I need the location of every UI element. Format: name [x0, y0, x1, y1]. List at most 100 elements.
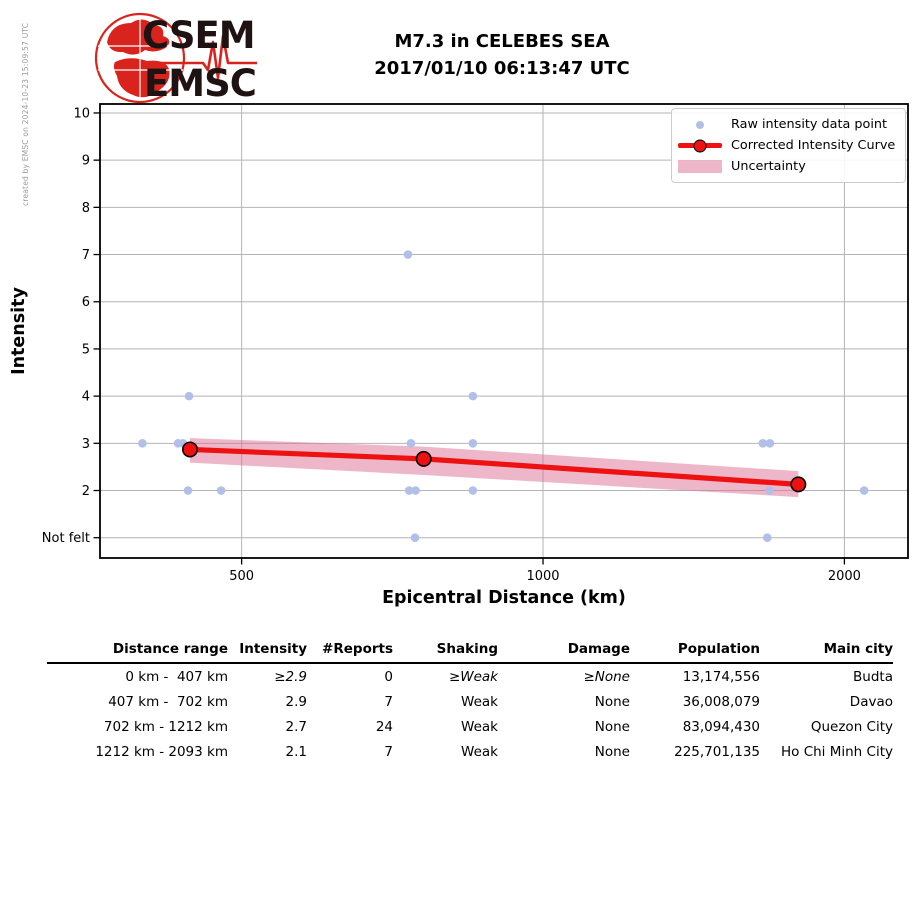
table-cell: None	[594, 719, 630, 735]
table-row: 407 km - 702 km 2.9 7 Weak None 36,008,079 Dav…	[47, 689, 893, 714]
raw-point	[468, 486, 478, 495]
raw-point	[410, 533, 420, 543]
raw-points-layer	[138, 250, 869, 543]
axis-tick-labels: 10 9 8 7 6 5 4 3 2 Not felt 500 1000 2000	[42, 106, 861, 584]
raw-point	[403, 250, 413, 259]
legend-item-corrected-curve: Corrected Intensity Curve	[678, 135, 899, 156]
emsc-logo: CSEM EMSC	[85, 10, 265, 105]
uncertainty-band	[189, 438, 799, 498]
y-tick-label: 3	[82, 437, 90, 452]
legend-label: Corrected Intensity Curve	[731, 138, 896, 153]
emsc-logo-graphic: CSEM EMSC	[94, 12, 257, 105]
logo-text-emsc: EMSC	[144, 62, 256, 105]
x-tick-label: 1000	[526, 569, 559, 584]
table-header-cell: Shaking	[393, 638, 498, 664]
table-header: Distance range Intensity #Reports Shaking Da…	[47, 638, 893, 664]
raw-point	[406, 439, 416, 448]
chart-subtitle: 2017/01/10 06:13:47 UTC	[374, 58, 630, 79]
y-tick-label: 5	[82, 342, 90, 357]
table-cell: 407 km - 702 km	[108, 694, 228, 710]
curve-marker	[181, 441, 198, 458]
legend-item-uncertainty: Uncertainty	[678, 156, 899, 177]
table-cell: Budta	[853, 669, 893, 685]
legend-item-raw-points: Raw intensity data point	[678, 114, 899, 135]
table-cell: Ho Chi Minh City	[781, 744, 893, 760]
table-cell: Weak	[461, 744, 498, 760]
y-tick-label: 8	[82, 201, 90, 216]
table-cell: None	[594, 694, 630, 710]
logo-text-csem: CSEM	[142, 14, 255, 57]
table-cell: 7	[384, 694, 393, 710]
table-cell: 0	[384, 669, 393, 685]
table-cell: Weak	[461, 694, 498, 710]
chart-title-block: M7.3 in CELEBES SEA 2017/01/10 06:13:47 …	[96, 28, 908, 82]
table-cell: 2.9	[285, 694, 307, 710]
x-tick-label: 2000	[828, 569, 861, 584]
y-tick-label: 4	[82, 390, 90, 405]
table-cell: 702 km - 1212 km	[103, 719, 228, 735]
table-cell: 83,094,430	[682, 719, 760, 735]
curve-marker	[790, 476, 807, 493]
table-cell: ≥None	[583, 669, 630, 685]
table-row: 1212 km - 2093 km 2.1 7 Weak None 225,701,135…	[47, 739, 893, 764]
table-cell: Quezon City	[810, 719, 893, 735]
legend-label: Uncertainty	[731, 159, 806, 174]
table-row: 0 km - 407 km ≥2.9 0 ≥Weak ≥None 13,174,556 Bu…	[47, 663, 893, 689]
raw-point	[765, 439, 775, 448]
intensity-summary-table: Distance range Intensity #Reports Shaking Da…	[47, 638, 893, 764]
legend-label: Raw intensity data point	[731, 117, 888, 132]
raw-point	[468, 391, 478, 401]
table-cell: 7	[384, 744, 393, 760]
curve-line-icon	[678, 139, 722, 152]
plot-frame	[99, 103, 909, 559]
table-cell: None	[594, 744, 630, 760]
table-cell: 1212 km - 2093 km	[95, 744, 228, 760]
raw-point	[765, 486, 774, 495]
y-axis-label: Intensity	[9, 286, 29, 374]
y-tick-label: 2	[82, 484, 90, 499]
raw-point	[859, 486, 869, 495]
raw-point	[758, 439, 768, 448]
plot-grid	[100, 104, 908, 558]
axis-ticks	[93, 112, 846, 565]
chart-title: M7.3 in CELEBES SEA	[394, 31, 610, 52]
chart-legend: Raw intensity data point Corrected Inten…	[671, 108, 906, 183]
y-tick-label: 9	[82, 154, 90, 169]
table-header-cell: Main city	[760, 638, 893, 664]
x-axis-label: Epicentral Distance (km)	[382, 588, 626, 608]
raw-point	[404, 486, 414, 495]
table-header-cell: Damage	[498, 638, 630, 664]
table-cell: 13,174,556	[682, 669, 760, 685]
raw-point	[468, 439, 478, 448]
table-cell: Davao	[849, 694, 893, 710]
y-tick-label: 10	[73, 106, 90, 121]
raw-point	[411, 486, 420, 495]
globe-icon	[94, 12, 186, 104]
table-cell: 2.7	[285, 719, 307, 735]
raw-point	[762, 533, 772, 543]
y-tick-label: Not felt	[42, 531, 90, 546]
table-header-cell: Population	[630, 638, 760, 664]
y-tick-label: 6	[82, 295, 90, 310]
curve-marker	[415, 450, 432, 467]
table-cell: 2.1	[285, 744, 307, 760]
table-cell: ≥Weak	[448, 669, 498, 685]
table-cell: Weak	[461, 719, 498, 735]
table-cell: ≥2.9	[274, 669, 307, 685]
x-tick-label: 500	[229, 569, 254, 584]
uncertainty-band-icon	[678, 160, 722, 173]
raw-point-icon	[678, 120, 722, 129]
table-cell: 225,701,135	[674, 744, 760, 760]
raw-point	[216, 486, 226, 495]
raw-point	[138, 439, 147, 448]
y-tick-label: 7	[82, 248, 90, 263]
intensity-chart: 10 9 8 7 6 5 4 3 2 Not felt 500 1000 2000 Epicentral …	[9, 103, 909, 608]
table-row: 702 km - 1212 km 2.7 24 Weak None 83,094,430 Q…	[47, 714, 893, 739]
raw-point	[183, 486, 193, 495]
table-cell: 0 km - 407 km	[125, 669, 228, 685]
table-header-cell: #Reports	[307, 638, 393, 664]
raw-point	[184, 391, 194, 401]
seismogram-icon	[147, 34, 257, 80]
table-header-cell: Intensity	[228, 638, 307, 664]
